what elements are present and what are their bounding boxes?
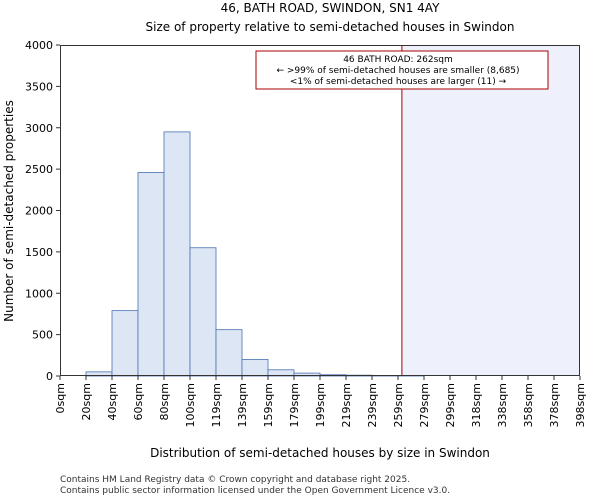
y-tick-label: 2000 [25, 205, 53, 218]
y-tick-label: 500 [32, 329, 53, 342]
histogram-bar [241, 359, 269, 377]
x-tick-label: 398sqm [574, 383, 587, 427]
bars-group [85, 131, 425, 377]
x-tick-label: 100sqm [184, 383, 197, 427]
y-tick-label: 1500 [25, 246, 53, 259]
y-tick-label: 3500 [25, 80, 53, 93]
x-tick-label: 179sqm [288, 383, 301, 427]
y-tick-label: 1000 [25, 287, 53, 300]
histogram-bar [163, 131, 191, 377]
highlight-region [401, 45, 580, 376]
x-tick-label: 219sqm [340, 383, 353, 427]
y-axis-label: Number of semi-detached properties [2, 100, 16, 322]
x-tick-label: 338sqm [496, 383, 509, 427]
x-tick-label: 279sqm [418, 383, 431, 427]
histogram-bar [215, 329, 243, 377]
annotation-line-1: 46 BATH ROAD: 262sqm [343, 55, 453, 65]
annotation-line-2: ← >99% of semi-detached houses are small… [276, 66, 519, 76]
footer-line-2: Contains public sector information licen… [60, 486, 450, 496]
plot-frame [60, 45, 580, 376]
y-tick-label: 4000 [25, 39, 53, 52]
plot-area [60, 45, 580, 377]
x-tick-label: 139sqm [236, 383, 249, 427]
x-tick-label: 80sqm [158, 383, 171, 420]
x-tick-label: 40sqm [106, 383, 119, 420]
x-tick-label: 299sqm [444, 383, 457, 427]
x-tick-label: 0sqm [54, 383, 67, 413]
annotation-box: 46 BATH ROAD: 262sqm ← >99% of semi-deta… [255, 50, 549, 90]
x-tick-label: 20sqm [80, 383, 93, 420]
x-tick-label: 60sqm [132, 383, 145, 420]
x-tick-label: 159sqm [262, 383, 275, 427]
x-tick-label: 199sqm [314, 383, 327, 427]
annotation-frame [255, 50, 549, 90]
y-axis: 0 500 1000 1500 2000 2500 3000 3500 4000 [25, 39, 60, 383]
histogram-bar [189, 247, 217, 377]
x-tick-label: 358sqm [522, 383, 535, 427]
histogram-bar [111, 310, 139, 377]
x-axis-label: Distribution of semi-detached houses by … [150, 446, 490, 460]
x-tick-label: 259sqm [392, 383, 405, 427]
footer-line-1: Contains HM Land Registry data © Crown c… [60, 475, 410, 485]
x-tick-label: 239sqm [366, 383, 379, 427]
x-tick-label: 318sqm [470, 383, 483, 427]
x-tick-label: 119sqm [210, 383, 223, 427]
annotation-line-3: <1% of semi-detached houses are larger (… [290, 77, 507, 87]
chart-title: 46, BATH ROAD, SWINDON, SN1 4AY [221, 1, 440, 15]
chart-subtitle: Size of property relative to semi-detach… [146, 20, 515, 34]
y-tick-label: 0 [46, 370, 53, 383]
y-tick-label: 3000 [25, 122, 53, 135]
x-axis: 0sqm 20sqm 40sqm 60sqm 80sqm 100sqm 119sqm 139s… [54, 376, 587, 427]
y-tick-label: 2500 [25, 163, 53, 176]
x-tick-label: 378sqm [548, 383, 561, 427]
histogram-bar [137, 172, 165, 377]
